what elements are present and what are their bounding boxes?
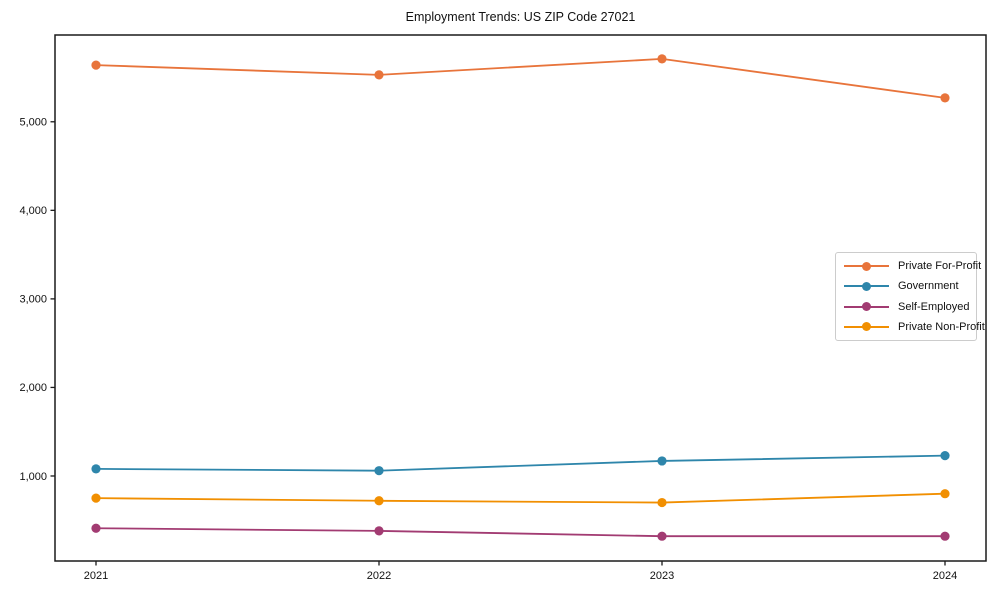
legend-label-private-for-profit: Private For-Profit (898, 260, 982, 273)
data-point-self-employed-2024 (940, 531, 950, 541)
data-point-self-employed-2021 (91, 523, 101, 533)
data-point-private-non-profit-2024 (940, 489, 950, 499)
legend-label-self-employed: Self-Employed (898, 300, 970, 313)
legend-item-government: Government (844, 276, 968, 296)
legend-marker-private-for-profit (844, 261, 889, 271)
data-point-private-non-profit-2023 (657, 497, 667, 508)
legend: Private For-Profit Government Self-Emplo… (835, 252, 985, 341)
data-point-government-2023 (657, 456, 667, 466)
data-point-government-2024 (940, 451, 950, 461)
data-point-private-for-profit-2021 (91, 60, 101, 70)
series-line-government (95, 454, 946, 472)
data-point-private-for-profit-2024 (940, 93, 950, 103)
data-point-self-employed-2022 (374, 526, 384, 536)
x-tick-label-2022: 2022 (367, 570, 391, 582)
data-point-government-2021 (91, 464, 101, 474)
axes-frame (54, 34, 987, 562)
series-line-private-non-profit (95, 492, 946, 504)
legend-label-private-non-profit: Private Non-Profit (898, 320, 985, 333)
legend-item-private-non-profit: Private Non-Profit (844, 317, 985, 337)
data-point-private-for-profit-2023 (657, 54, 667, 64)
series-line-private-for-profit (95, 58, 946, 99)
legend-marker-government (844, 281, 889, 291)
data-point-private-for-profit-2022 (374, 70, 384, 80)
legend-item-private-for-profit: Private For-Profit (844, 256, 981, 276)
legend-label-government: Government (898, 280, 959, 293)
y-tick-label-4,000: 4,000 (19, 205, 47, 217)
series-line-self-employed (95, 527, 946, 538)
data-point-private-non-profit-2022 (374, 496, 384, 506)
legend-item-self-employed: Self-Employed (844, 297, 970, 317)
chart-title: Employment Trends: US ZIP Code 27021 (405, 10, 636, 24)
y-tick-label-2,000: 2,000 (19, 382, 47, 394)
data-point-private-non-profit-2021 (91, 493, 101, 503)
data-point-self-employed-2023 (657, 531, 667, 541)
x-tick-label-2021: 2021 (84, 570, 108, 582)
data-point-government-2022 (374, 466, 384, 476)
y-tick-label-1,000: 1,000 (19, 471, 47, 483)
x-tick-label-2024: 2024 (933, 570, 957, 582)
y-tick-label-5,000: 5,000 (19, 117, 47, 129)
legend-marker-self-employed (844, 302, 889, 312)
y-tick-label-3,000: 3,000 (19, 294, 47, 306)
legend-marker-private-non-profit (844, 322, 889, 332)
x-tick-label-2023: 2023 (650, 570, 674, 582)
